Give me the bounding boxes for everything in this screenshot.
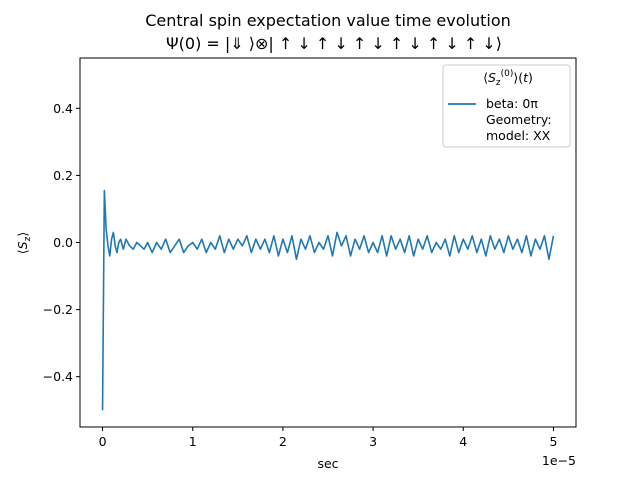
legend-box bbox=[442, 64, 571, 148]
x-tick-label: 4 bbox=[459, 434, 467, 449]
y-tick-label: −0.2 bbox=[43, 302, 73, 317]
x-tick-label: 1 bbox=[189, 434, 197, 449]
chart-title: Central spin expectation value time evol… bbox=[145, 11, 511, 30]
x-tick-label: 0 bbox=[99, 434, 107, 449]
x-tick-label: 3 bbox=[369, 434, 377, 449]
y-axis: −0.4 −0.2 0.0 0.2 0.4 bbox=[43, 101, 80, 384]
series-layer bbox=[101, 189, 555, 411]
y-tick-label: 0.2 bbox=[53, 168, 73, 183]
x-tick-label: 5 bbox=[549, 434, 557, 449]
x-tick-label: 2 bbox=[279, 434, 287, 449]
y-tick-label: 0.4 bbox=[53, 101, 73, 116]
x-axis: 0 1 2 3 4 5 bbox=[99, 427, 557, 449]
legend: ⟨Sz(0)⟩(t) beta: 0π Geometry: model: XX bbox=[442, 64, 571, 148]
legend-entry-geometry: Geometry: bbox=[486, 112, 552, 127]
legend-entry-beta: beta: 0π bbox=[486, 96, 538, 111]
chart-subtitle: Ψ(0) = |⇓ ⟩⊗| ↑ ↓ ↑ ↓ ↑ ↓ ↑ ↓ ↑ ↓ ↑ ↓⟩ bbox=[166, 34, 502, 53]
y-tick-label: 0.0 bbox=[53, 235, 73, 250]
y-axis-label: ⟨Sz⟩ bbox=[15, 232, 33, 254]
series-line bbox=[101, 189, 555, 411]
x-axis-label: sec bbox=[317, 456, 338, 471]
legend-entry-model: model: XX bbox=[486, 128, 551, 143]
x-axis-offset-text: 1e−5 bbox=[542, 453, 576, 468]
legend-title: ⟨Sz(0)⟩(t) bbox=[483, 69, 533, 88]
y-tick-label: −0.4 bbox=[43, 369, 73, 384]
